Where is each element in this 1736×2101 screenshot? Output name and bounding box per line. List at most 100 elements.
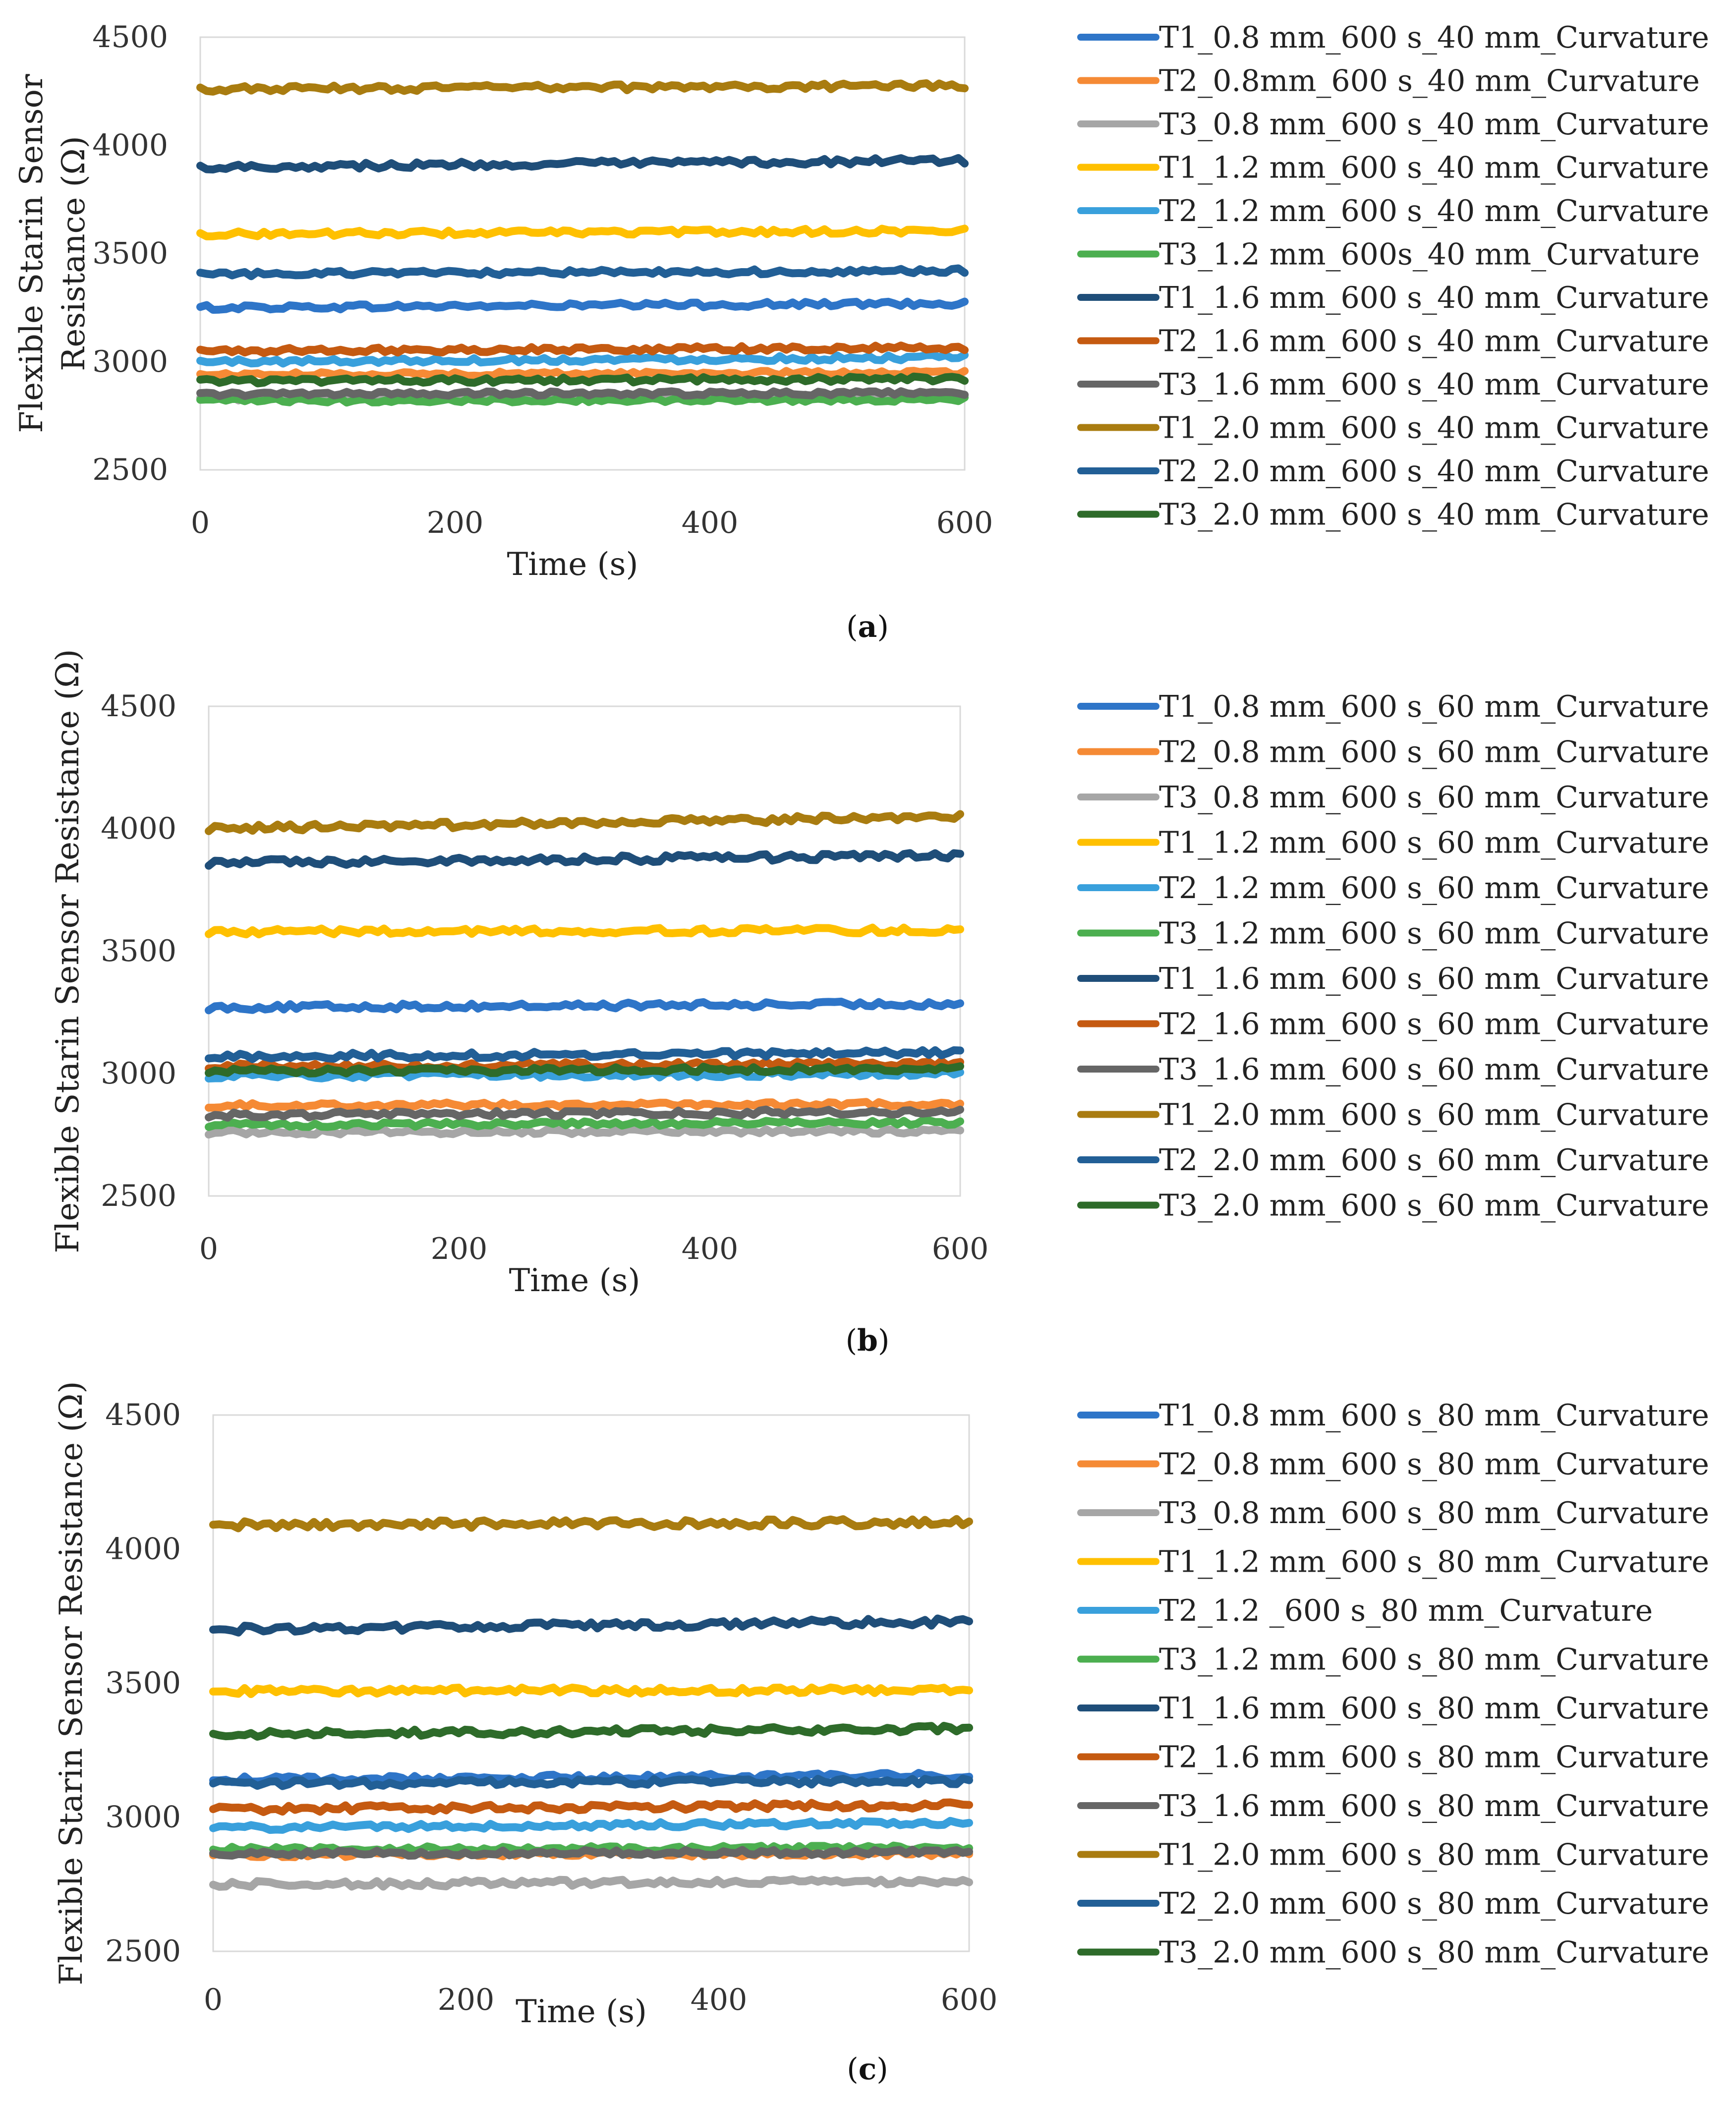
y-tick-label: 4500 bbox=[92, 20, 168, 55]
panel-caption: (c) bbox=[847, 2052, 888, 2087]
legend-entry: T2_1.2 mm_600 s_60 mm_Curvature bbox=[1159, 871, 1709, 906]
panel-caption: (a) bbox=[846, 610, 889, 644]
y-axis-label: Flexible Starin Sensor Resistance (Ω) bbox=[50, 649, 86, 1253]
legend-entry: T3_0.8 mm_600 s_60 mm_Curvature bbox=[1159, 780, 1709, 815]
x-tick-label: 0 bbox=[199, 1232, 218, 1266]
x-tick-label: 600 bbox=[932, 1232, 989, 1266]
legend-entry: T2_0.8 mm_600 s_60 mm_Curvature bbox=[1159, 735, 1709, 770]
y-tick-label: 4500 bbox=[101, 689, 176, 724]
legend-entry: T1_1.6 mm_600 s_80 mm_Curvature bbox=[1159, 1691, 1709, 1726]
legend-entry: T3_2.0 mm_600 s_60 mm_Curvature bbox=[1159, 1189, 1709, 1223]
legend-entry: T1_1.2 mm_600 s_60 mm_Curvature bbox=[1159, 826, 1709, 860]
legend-entry: T1_1.6 mm_600 s_60 mm_Curvature bbox=[1159, 962, 1709, 996]
series-line bbox=[205, 810, 964, 835]
y-tick-label: 4500 bbox=[105, 1398, 181, 1432]
y-tick-label: 3500 bbox=[101, 934, 176, 968]
legend-entry: T1_2.0 mm_600 s_40 mm_Curvature bbox=[1159, 411, 1709, 446]
legend-entry: T3_1.2 mm_600 s_80 mm_Curvature bbox=[1159, 1643, 1709, 1677]
legend-entry: T2_1.2 mm_600 s_40 mm_Curvature bbox=[1159, 194, 1709, 228]
series-line bbox=[205, 1125, 964, 1139]
series-line bbox=[205, 1062, 964, 1078]
x-tick-label: 600 bbox=[936, 506, 993, 540]
x-tick-label: 0 bbox=[191, 506, 210, 540]
legend-entry: T1_0.8 mm_600 s_80 mm_Curvature bbox=[1159, 1398, 1709, 1433]
y-axis-label: Flexible Starin Sensor Resistance (Ω) bbox=[53, 1381, 90, 1986]
series-line bbox=[205, 849, 964, 870]
series-line bbox=[209, 1515, 973, 1533]
legend-entry: T3_1.6 mm_600 s_80 mm_Curvature bbox=[1159, 1789, 1709, 1823]
x-tick-label: 0 bbox=[204, 1983, 223, 2017]
series-line bbox=[205, 1098, 964, 1112]
chart-panel-c: 2500 3000 3500 4000 4500 0 200 400 600 Time (s) Fl… bbox=[53, 1381, 1709, 2087]
legend-entry: T2_0.8mm_600 s_40 mm_Curvature bbox=[1159, 64, 1700, 99]
x-axis-label: Time (s) bbox=[509, 1262, 640, 1299]
series-line bbox=[196, 372, 969, 388]
legend-entry: T2_1.6 mm_600 s_40 mm_Curvature bbox=[1159, 324, 1709, 359]
series-line bbox=[209, 1774, 973, 1790]
x-tick-label: 200 bbox=[438, 1983, 495, 2017]
legend-entry: T1_2.0 mm_600 s_80 mm_Curvature bbox=[1159, 1838, 1709, 1873]
legend-entry: T2_2.0 mm_600 s_80 mm_Curvature bbox=[1159, 1886, 1709, 1921]
legend-entry: T2_2.0 mm_600 s_60 mm_Curvature bbox=[1159, 1143, 1709, 1178]
y-tick-label: 3000 bbox=[92, 344, 168, 379]
series-line bbox=[196, 387, 969, 400]
series-line bbox=[209, 1683, 973, 1698]
legend-entry: T1_1.6 mm_600 s_40 mm_Curvature bbox=[1159, 281, 1709, 315]
plot-area bbox=[199, 36, 966, 471]
y-axis-label: Flexible Starin Sensor bbox=[13, 74, 50, 433]
x-tick-label: 600 bbox=[941, 1983, 998, 2017]
legend-entry: T2_1.6 mm_600 s_80 mm_Curvature bbox=[1159, 1740, 1709, 1775]
series-line bbox=[196, 351, 969, 368]
y-tick-label: 3500 bbox=[105, 1666, 181, 1701]
series-line bbox=[196, 154, 969, 173]
y-tick-label: 4000 bbox=[101, 811, 176, 846]
series-line bbox=[196, 367, 969, 381]
series-line bbox=[196, 394, 969, 407]
series-line bbox=[196, 79, 969, 96]
legend-entry: T3_1.6 mm_600 s_40 mm_Curvature bbox=[1159, 367, 1709, 402]
legend-entry: T2_1.2 _600 s_80 mm_Curvature bbox=[1159, 1593, 1653, 1628]
legend-entry: T3_0.8 mm_600 s_80 mm_Curvature bbox=[1159, 1496, 1709, 1531]
y-tick-label: 4000 bbox=[105, 1532, 181, 1567]
x-tick-label: 400 bbox=[691, 1983, 748, 2017]
legend-entry: T2_0.8 mm_600 s_80 mm_Curvature bbox=[1159, 1447, 1709, 1482]
plot-area bbox=[212, 1414, 970, 1952]
y-tick-label: 3500 bbox=[92, 236, 168, 271]
y-tick-label: 2500 bbox=[105, 1934, 181, 1969]
series-line bbox=[205, 923, 964, 939]
series-line bbox=[205, 1046, 964, 1063]
legend-entry: T2_2.0 mm_600 s_40 mm_Curvature bbox=[1159, 454, 1709, 489]
series-line bbox=[209, 1798, 973, 1817]
series-line bbox=[196, 341, 969, 357]
legend-entry: T1_1.2 mm_600 s_80 mm_Curvature bbox=[1159, 1545, 1709, 1580]
series-line bbox=[209, 1614, 973, 1637]
series-line bbox=[209, 1875, 973, 1891]
legend-entry: T1_0.8 mm_600 s_60 mm_Curvature bbox=[1159, 689, 1709, 724]
legend-entry: T3_1.2 mm_600s_40 mm_Curvature bbox=[1159, 237, 1700, 272]
x-tick-label: 200 bbox=[427, 506, 484, 540]
series-line bbox=[196, 297, 969, 314]
series-line bbox=[209, 1846, 973, 1860]
legend-entry: T2_1.6 mm_600 s_60 mm_Curvature bbox=[1159, 1007, 1709, 1042]
plot-area bbox=[208, 705, 961, 1197]
legend-entry: T1_2.0 mm_600 s_60 mm_Curvature bbox=[1159, 1098, 1709, 1133]
chart-panel-b: 2500 3000 3500 4000 4500 0 200 400 600 Time (s) Fl… bbox=[50, 649, 1709, 1358]
legend-entry: T3_1.2 mm_600 s_60 mm_Curvature bbox=[1159, 916, 1709, 951]
x-axis-label: Time (s) bbox=[516, 1993, 647, 2030]
y-tick-label: 3000 bbox=[105, 1800, 181, 1835]
panel-caption: (b) bbox=[846, 1323, 890, 1358]
legend-entry: T3_2.0 mm_600 s_40 mm_Curvature bbox=[1159, 498, 1709, 532]
x-tick-label: 200 bbox=[431, 1232, 488, 1266]
legend-entry: T3_1.6 mm_600 s_60 mm_Curvature bbox=[1159, 1052, 1709, 1087]
series-line bbox=[196, 264, 969, 281]
x-tick-label: 400 bbox=[682, 1232, 739, 1266]
series-line bbox=[209, 1722, 973, 1741]
series-line bbox=[196, 225, 969, 240]
x-axis-label: Time (s) bbox=[507, 546, 638, 583]
legend-entry: T3_0.8 mm_600 s_40 mm_Curvature bbox=[1159, 107, 1709, 142]
legend-entry: T1_0.8 mm_600 s_40 mm_Curvature bbox=[1159, 20, 1709, 55]
series-line bbox=[205, 1105, 964, 1122]
chart-panel-a: 2500 3000 3500 4000 4500 0 200 400 600 Time (s) Fl… bbox=[13, 20, 1709, 644]
y-tick-label: 4000 bbox=[92, 128, 168, 163]
